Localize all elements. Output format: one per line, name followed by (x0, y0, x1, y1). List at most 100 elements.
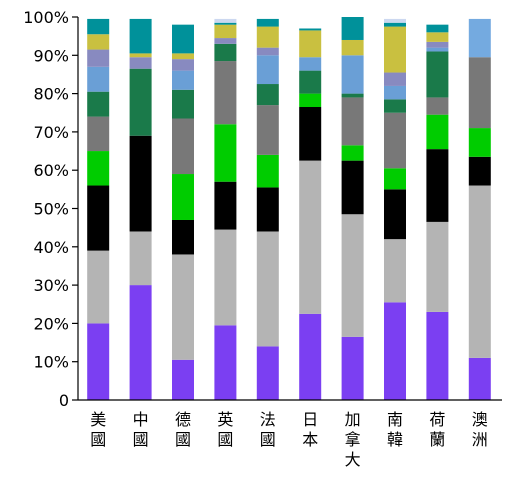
x-category-label: 英國 (217, 410, 233, 449)
x-category-char: 英 (217, 410, 233, 429)
bar-segment (468, 128, 491, 157)
y-tick-label: 30% (33, 276, 69, 295)
bar-segment (214, 38, 237, 44)
y-tick-label: 100% (23, 8, 69, 27)
bar-segment (384, 18, 406, 23)
bar-segment (172, 59, 194, 71)
x-category-char: 本 (302, 430, 318, 449)
bar-segment (172, 359, 194, 400)
x-category-char: 澳 (472, 410, 488, 429)
bar-segment (172, 53, 194, 60)
bar-segment (341, 93, 364, 98)
bar-segment (214, 61, 237, 125)
bar-segment (129, 135, 152, 232)
y-tick-label: 50% (33, 200, 69, 219)
bar-segment (87, 151, 110, 186)
bar-segment (468, 185, 491, 358)
bar-segment (129, 68, 152, 136)
bar-segment (256, 26, 279, 48)
bar-segment (129, 57, 152, 69)
bar-segment (384, 189, 406, 240)
bar-segment (341, 97, 364, 146)
x-category-label: 加拿大 (345, 410, 361, 469)
x-category-char: 法 (260, 410, 276, 429)
bar-segment (384, 22, 406, 27)
x-category-label: 中國 (133, 410, 149, 449)
bar-segment (426, 149, 449, 222)
x-category-char: 南 (387, 410, 403, 429)
bar-segment (426, 221, 449, 312)
bar-segment (299, 107, 322, 161)
bar-segment (426, 47, 449, 52)
x-category-label: 日本 (302, 410, 318, 449)
bar-segment (172, 24, 194, 54)
bar-segment (129, 285, 152, 400)
bar-segment (172, 70, 194, 90)
bar-segment (87, 49, 110, 67)
bar-segment (87, 185, 110, 251)
bar-segment (299, 30, 322, 58)
bar-segment (87, 34, 110, 50)
x-category-char: 韓 (387, 430, 403, 449)
x-category-label: 德國 (175, 410, 191, 449)
bar-segment (341, 336, 364, 400)
bar-segment (468, 156, 491, 186)
bar-segment (214, 18, 237, 23)
bar-segment (87, 250, 110, 324)
bar-segment (299, 28, 322, 31)
y-tick-label: 90% (33, 46, 69, 65)
bar-segment (384, 239, 406, 303)
y-axis-ticks: 0 10% 20% 30% 40% 50% 60% 70% 80% 90% 100% (23, 8, 78, 410)
x-category-char: 國 (90, 430, 106, 449)
bar-segment (341, 17, 364, 40)
x-category-label: 法國 (260, 410, 276, 449)
bar-segment (299, 93, 322, 108)
bar-segment (87, 116, 110, 152)
bar-segment (299, 160, 322, 314)
bar-segment (87, 323, 110, 400)
bar-segment (129, 18, 152, 54)
x-category-char: 荷 (429, 410, 445, 429)
bar-segment (256, 55, 279, 85)
bar-segment (256, 18, 279, 27)
bar-segment (341, 55, 364, 94)
y-tick-label: 80% (33, 85, 69, 104)
bar-segment (299, 57, 322, 71)
bar-segment (172, 219, 194, 255)
x-category-char: 日 (302, 410, 318, 429)
bar-segment (384, 168, 406, 190)
bar-segment (426, 32, 449, 42)
bar-segment (87, 66, 110, 92)
x-category-char: 加 (345, 410, 361, 429)
bar-segment (468, 357, 491, 400)
x-category-char: 國 (175, 430, 191, 449)
bar-segment (384, 99, 406, 113)
y-tick-label: 70% (33, 123, 69, 142)
bar-segment (426, 51, 449, 98)
x-category-char: 拿 (345, 430, 361, 449)
x-category-char: 中 (133, 410, 149, 429)
bar-segment (87, 91, 110, 117)
x-category-char: 蘭 (429, 430, 445, 449)
x-category-char: 國 (260, 430, 276, 449)
bar-segment (214, 43, 237, 62)
y-tick-label: 10% (33, 353, 69, 372)
bar-segment (214, 22, 237, 25)
bar-segment (214, 181, 237, 230)
x-category-label: 荷蘭 (429, 410, 445, 449)
bar-segment (172, 174, 194, 220)
bar-segment (256, 187, 279, 232)
bar-segment (129, 231, 152, 286)
y-tick-label: 20% (33, 314, 69, 333)
bar-segment (426, 24, 449, 33)
bar-segment (341, 214, 364, 337)
bar-segment (256, 84, 279, 106)
bars (87, 17, 491, 400)
bar-segment (341, 145, 364, 161)
bar-segment (341, 39, 364, 56)
bar-segment (256, 47, 279, 56)
bar-segment (214, 24, 237, 39)
bar-segment (87, 18, 110, 35)
